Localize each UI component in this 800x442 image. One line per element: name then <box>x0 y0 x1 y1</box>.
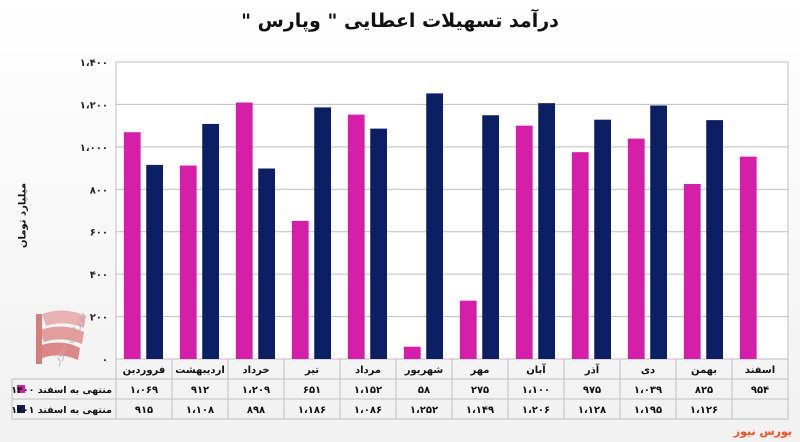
bar-series-1401 <box>146 164 164 359</box>
y-tick-label: ۱،۲۰۰ <box>80 100 108 111</box>
bar-series-1400 <box>571 152 589 359</box>
bar-series-1400 <box>627 138 645 359</box>
legend-label-1401: منتهی به اسفند ۱۴۰۱ <box>11 405 112 416</box>
watermark-logo-icon <box>36 310 86 364</box>
bar-series-1401 <box>202 123 220 360</box>
x-tick-label: آبان <box>526 363 546 376</box>
x-tick-label: دی <box>641 365 655 376</box>
legend-swatch-1400 <box>17 385 25 393</box>
data-label-1400: ۹۱۲ <box>191 385 209 396</box>
bar-series-1400 <box>403 346 421 359</box>
data-label-1401: ۱،۱۲۸ <box>578 405 606 416</box>
bar-series-1401 <box>594 119 612 360</box>
data-label-1401: ۱،۰۸۶ <box>354 405 382 416</box>
data-label-1400: ۹۵۴ <box>751 385 769 396</box>
data-label-1401: ۱،۱۰۸ <box>186 405 214 416</box>
data-label-1401: ۱،۱۴۹ <box>466 405 494 416</box>
bar-series-1400 <box>235 102 253 359</box>
data-label-1400: ۸۲۵ <box>695 385 713 396</box>
data-label-1400: ۱،۰۳۹ <box>634 385 662 396</box>
data-label-1400: ۶۵۱ <box>303 385 321 396</box>
data-label-1400: ۵۸ <box>418 385 430 396</box>
data-label-1401: ۱،۲۰۶ <box>522 405 550 416</box>
data-label-1400: ۹۷۵ <box>583 385 601 396</box>
data-label-1400: ۱،۲۰۹ <box>242 385 270 396</box>
x-tick-label: فروردین <box>123 365 166 376</box>
brand-label: بورس نیوز <box>733 425 792 438</box>
x-tick-label: اردیبهشت <box>175 365 225 376</box>
x-tick-label: خرداد <box>242 365 269 376</box>
bar-series-1400 <box>739 156 757 359</box>
x-tick-label: شهریور <box>404 365 444 376</box>
y-tick-label: ۴۰۰ <box>90 270 108 281</box>
bar-series-1401 <box>370 128 388 359</box>
bar-series-1400 <box>291 220 309 359</box>
x-tick-label: مرداد <box>355 365 381 376</box>
data-label-1400: ۱،۱۵۲ <box>354 385 382 396</box>
bar-series-1401 <box>538 103 556 359</box>
x-tick-label: اسفند <box>745 365 775 376</box>
legend-swatch-1401 <box>17 405 25 413</box>
data-label-1401: ۱،۱۹۵ <box>634 405 662 416</box>
x-tick-label: بهمن <box>691 365 717 376</box>
y-tick-label: ۲۰۰ <box>90 313 108 324</box>
y-tick-label: ۶۰۰ <box>90 228 108 239</box>
bar-series-1401 <box>314 107 332 359</box>
data-label-1400: ۱،۰۶۹ <box>130 385 158 396</box>
bar-series-1400 <box>683 183 701 359</box>
y-tick-label: ۱،۴۰۰ <box>80 58 108 69</box>
x-tick-label: تیر <box>304 365 319 376</box>
x-tick-label: مهر <box>469 365 489 376</box>
bar-series-1400 <box>347 114 365 360</box>
data-label-1401: ۸۹۸ <box>247 405 265 416</box>
bar-series-1401 <box>426 93 444 359</box>
bar-series-1400 <box>515 125 533 360</box>
legend-label-1400: منتهی به اسفند ۱۴۰۰ <box>11 385 112 396</box>
bar-series-1401 <box>482 115 500 359</box>
x-tick-label: آذر <box>584 363 600 376</box>
bar-series-1400 <box>179 165 197 359</box>
bar-series-1401 <box>650 105 668 359</box>
y-tick-label: ۸۰۰ <box>90 185 108 196</box>
y-tick-label: ۱،۰۰۰ <box>80 143 108 154</box>
data-label-1400: ۲۷۵ <box>471 385 489 396</box>
bar-series-1401 <box>706 120 724 360</box>
chart-title: درآمد تسهیلات اعطایی " وپارس " <box>241 10 559 32</box>
data-label-1401: ۱،۱۸۶ <box>298 405 326 416</box>
data-label-1401: ۱،۲۵۲ <box>410 405 438 416</box>
data-label-1401: ۱،۱۲۶ <box>690 405 718 416</box>
data-label-1401: ۹۱۵ <box>135 405 153 416</box>
bar-series-1400 <box>123 132 141 359</box>
bar-series-1400 <box>459 300 477 359</box>
data-label-1400: ۱،۱۰۰ <box>522 385 550 396</box>
y-tick-label: ۰ <box>102 355 108 366</box>
bar-series-1401 <box>258 168 276 359</box>
